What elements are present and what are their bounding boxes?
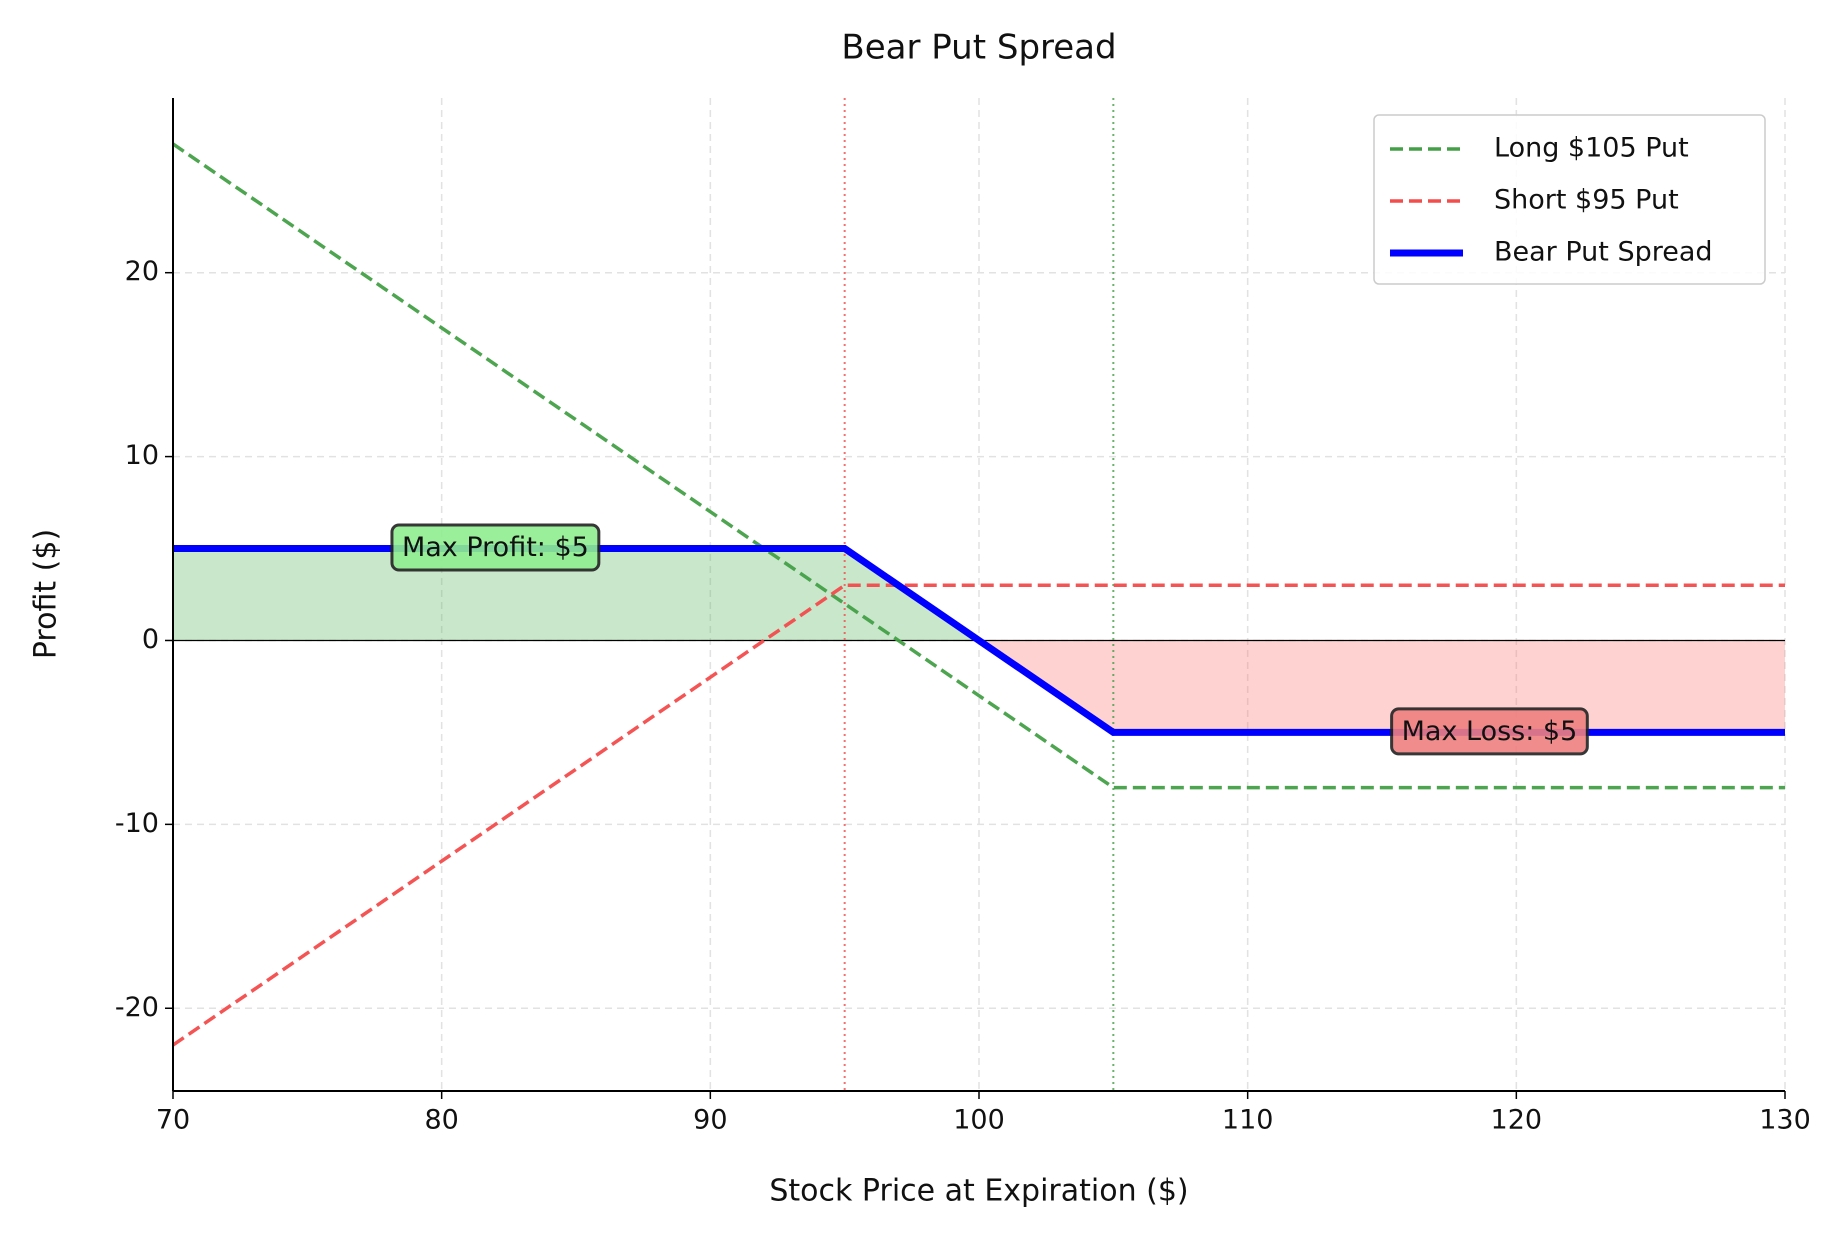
x-axis-label: Stock Price at Expiration ($)	[769, 1174, 1188, 1209]
annotation: Max Profit: $5	[390, 523, 601, 572]
y-axis-label: Profit ($)	[29, 529, 64, 659]
x-tick-label: 100	[953, 1105, 1005, 1136]
y-tick-label: -10	[115, 808, 159, 839]
x-tick-label: 120	[1491, 1105, 1543, 1136]
x-tick-label: 70	[156, 1105, 190, 1136]
legend-label: Long $105 Put	[1494, 133, 1689, 164]
x-tick-label: 130	[1759, 1105, 1811, 1136]
x-tick-label: 80	[424, 1105, 458, 1136]
series-line	[172, 142, 1785, 790]
series-line	[173, 545, 1785, 736]
annotation-text: Max Profit: $5	[402, 532, 589, 563]
y-tick-label: 20	[125, 256, 159, 287]
chart-title: Bear Put Spread	[841, 28, 1116, 68]
y-tick-label: 0	[142, 624, 159, 655]
annotation-text: Max Loss: $5	[1402, 716, 1578, 747]
annotation: Max Loss: $5	[1390, 707, 1589, 756]
legend-label: Bear Put Spread	[1494, 237, 1713, 268]
x-tick-label: 90	[693, 1105, 727, 1136]
legend-box	[1373, 114, 1766, 285]
annotation-box	[1390, 707, 1589, 756]
x-tick-label: 110	[1222, 1105, 1274, 1136]
loss-area	[979, 640, 1785, 733]
profit-area	[173, 548, 979, 641]
series-line	[172, 583, 1785, 1047]
legend-label: Short $95 Put	[1494, 185, 1679, 216]
y-tick-label: -20	[115, 992, 159, 1023]
y-tick-label: 10	[125, 440, 159, 471]
annotation-box	[390, 523, 601, 572]
